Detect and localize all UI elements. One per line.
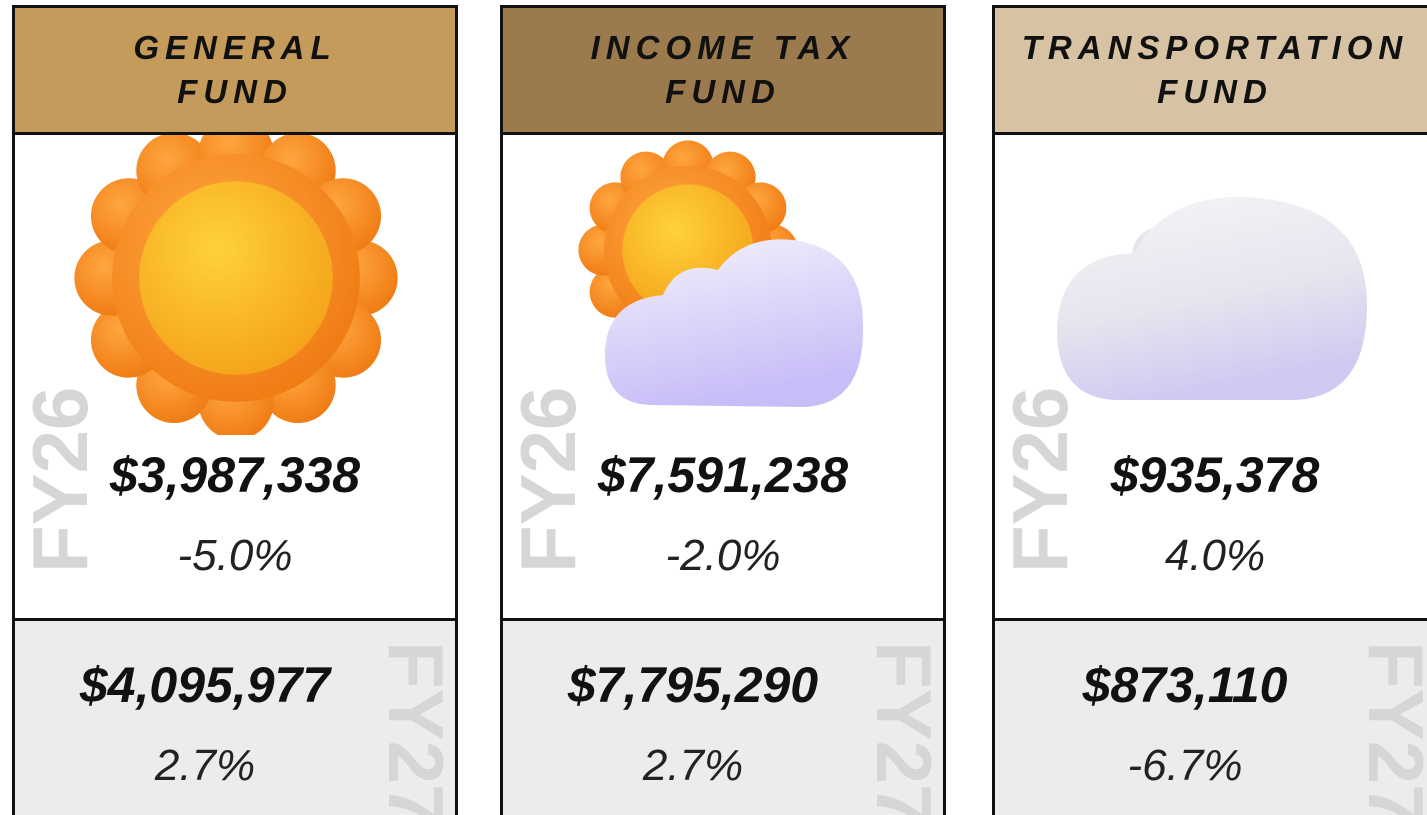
card-title: FUND [1157, 73, 1273, 110]
change: 4.0% [1164, 531, 1266, 580]
weather-icon [74, 135, 398, 435]
fund-card: GENERAL FUND FY26 $3,987,338 -5.0% FY27 $4,09… [12, 5, 458, 815]
card-header: TRANSPORTATION FUND [995, 8, 1427, 135]
amount: $873,110 [1082, 657, 1288, 713]
card-header: GENERAL FUND [15, 8, 455, 135]
amount: $935,378 [1110, 447, 1320, 503]
card-header: INCOME TAX FUND [503, 8, 943, 135]
card-title: GENERAL [133, 29, 337, 66]
fund-card: TRANSPORTATION FUND FY26 $935,378 4.0% FY27 $… [992, 5, 1427, 815]
change: -5.0% [177, 531, 293, 580]
amount: $4,095,977 [79, 657, 331, 713]
amount: $3,987,338 [109, 447, 361, 503]
amount: $7,591,238 [597, 447, 849, 503]
card-title: INCOME TAX [590, 29, 856, 66]
fy27-section: FY27 $873,110 -6.7% [995, 618, 1427, 815]
amount: $7,795,290 [567, 657, 819, 713]
fy27-section: FY27 $7,795,290 2.7% [503, 618, 943, 815]
fy27-section: FY27 $4,095,977 2.7% [15, 618, 455, 815]
weather-icon [1057, 196, 1367, 400]
card-title: TRANSPORTATION [1021, 29, 1409, 66]
change: -6.7% [1127, 741, 1243, 790]
card-title: FUND [665, 73, 781, 110]
change: 2.7% [642, 741, 744, 790]
weather-icon [578, 140, 864, 407]
change: 2.7% [154, 741, 256, 790]
fund-card: INCOME TAX FUND FY26 $7,591,238 -2.0% FY27 $7… [500, 5, 946, 815]
card-title: FUND [177, 73, 293, 110]
change: -2.0% [665, 531, 781, 580]
